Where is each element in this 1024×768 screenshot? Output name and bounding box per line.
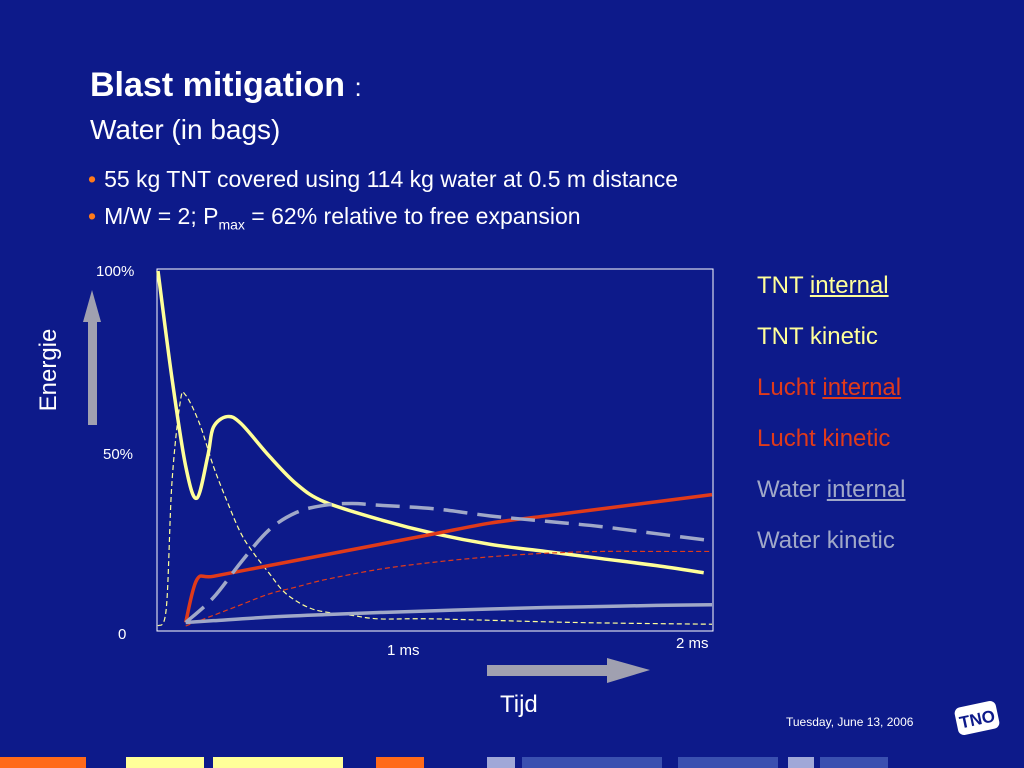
- legend-text: Water: [757, 476, 827, 503]
- bullet-text: 55 kg TNT covered using 114 kg water at …: [104, 166, 679, 192]
- legend-entry: Water internal: [757, 476, 906, 504]
- slide-title: Blast mitigation :: [90, 66, 362, 105]
- bullet-text-rest: = 62% relative to free expansion: [244, 203, 581, 229]
- y-axis-label: Energie: [35, 328, 62, 412]
- bullet-dot: •: [88, 166, 97, 192]
- series-line-water-internal: [184, 501, 713, 624]
- slide-date: Tuesday, June 13, 2006: [786, 715, 914, 729]
- legend-text: Water kinetic: [757, 527, 895, 554]
- footer-stripe: [678, 757, 778, 768]
- footer-stripe: [0, 757, 86, 768]
- legend-link[interactable]: internal: [809, 272, 889, 299]
- x-tick-label: 2 ms: [676, 635, 709, 652]
- slide-subtitle: Water (in bags): [90, 114, 281, 145]
- y-tick-label: 0: [118, 626, 127, 643]
- bullet-text: M/W = 2; P: [104, 203, 219, 229]
- legend-entry: Water kinetic: [757, 527, 895, 555]
- slide-title-text: Blast mitigation: [90, 66, 346, 104]
- footer-stripe: [522, 757, 662, 768]
- series-line-tnt-internal: [156, 270, 704, 575]
- legend-entry: TNT internal: [757, 272, 889, 300]
- series-line-lucht-internal: [183, 492, 713, 623]
- bullet-subscript: max: [218, 216, 245, 233]
- y-axis-arrow: [83, 290, 101, 425]
- series-line-lucht-kinetic: [185, 550, 712, 627]
- plot-frame: [156, 268, 714, 632]
- legend-entry: Lucht internal: [757, 374, 901, 402]
- legend-text: Lucht: [757, 374, 823, 401]
- series-line-tnt-kinetic: [157, 391, 713, 627]
- series-layer: [156, 270, 713, 627]
- tno-logo-icon: TNO: [954, 701, 1000, 735]
- legend-entry: TNT kinetic: [757, 323, 878, 351]
- y-tick-label: 50%: [103, 446, 134, 463]
- x-tick-label: 1 ms: [387, 642, 420, 659]
- footer-stripe: [788, 757, 814, 768]
- legend-text: Lucht kinetic: [757, 425, 891, 452]
- series-line-water-kinetic: [185, 602, 713, 625]
- bullet-item: • M/W = 2; Pmax = 62% relative to free ex…: [88, 203, 581, 233]
- legend-text: TNT kinetic: [757, 323, 878, 350]
- footer-stripe: [487, 757, 515, 768]
- legend-link[interactable]: internal: [822, 374, 902, 401]
- footer-stripe: [820, 757, 888, 768]
- legend-text: TNT: [757, 272, 810, 299]
- footer-stripe: [376, 757, 424, 768]
- x-axis-arrow: [487, 658, 650, 683]
- legend-link[interactable]: internal: [826, 476, 906, 503]
- x-axis-label: Tijd: [500, 691, 538, 718]
- bullet-item: • 55 kg TNT covered using 114 kg water at…: [88, 166, 678, 193]
- y-tick-label: 100%: [96, 263, 135, 280]
- bullet-dot: •: [88, 203, 97, 229]
- footer-stripe: [126, 757, 204, 768]
- legend-entry: Lucht kinetic: [757, 425, 890, 453]
- footer-stripe: [213, 757, 343, 768]
- slide-title-colon: :: [354, 72, 362, 102]
